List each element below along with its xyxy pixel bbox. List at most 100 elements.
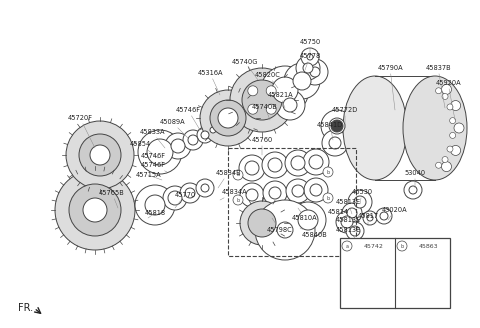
- Circle shape: [83, 198, 107, 222]
- Text: a: a: [346, 243, 348, 249]
- Text: 45746F: 45746F: [141, 162, 167, 172]
- Text: 45720F: 45720F: [68, 115, 95, 148]
- Circle shape: [336, 211, 358, 233]
- Circle shape: [248, 86, 258, 96]
- Circle shape: [171, 139, 185, 153]
- Circle shape: [147, 139, 173, 165]
- Circle shape: [397, 241, 407, 251]
- Text: 45760: 45760: [252, 137, 273, 155]
- Circle shape: [196, 179, 214, 197]
- Text: b: b: [326, 195, 330, 200]
- Circle shape: [183, 130, 203, 150]
- Circle shape: [380, 212, 388, 220]
- Circle shape: [242, 80, 282, 120]
- Circle shape: [435, 162, 442, 168]
- Circle shape: [440, 98, 464, 122]
- Circle shape: [261, 66, 309, 114]
- Text: 45841D: 45841D: [317, 122, 343, 140]
- Circle shape: [342, 241, 352, 251]
- Circle shape: [55, 170, 135, 250]
- Circle shape: [218, 108, 238, 128]
- Ellipse shape: [403, 76, 467, 180]
- Circle shape: [301, 48, 319, 66]
- Circle shape: [309, 155, 323, 169]
- Circle shape: [350, 226, 360, 236]
- Text: 45840B: 45840B: [300, 228, 328, 238]
- Circle shape: [303, 63, 313, 73]
- Circle shape: [409, 186, 417, 194]
- Circle shape: [268, 158, 282, 172]
- Bar: [228, 148, 356, 256]
- Circle shape: [245, 161, 259, 175]
- Circle shape: [255, 200, 315, 260]
- Circle shape: [367, 215, 373, 221]
- Circle shape: [298, 210, 318, 230]
- Circle shape: [291, 156, 305, 170]
- Circle shape: [310, 184, 322, 196]
- Circle shape: [442, 93, 448, 99]
- Circle shape: [450, 118, 456, 124]
- Text: FR.: FR.: [18, 303, 33, 313]
- Text: 45746F: 45746F: [141, 153, 166, 164]
- Text: 45772D: 45772D: [332, 107, 358, 128]
- Circle shape: [266, 86, 276, 96]
- Circle shape: [201, 131, 209, 139]
- Circle shape: [296, 56, 320, 80]
- Circle shape: [168, 191, 182, 205]
- Text: 45089A: 45089A: [159, 119, 188, 138]
- Text: 45316A: 45316A: [197, 70, 223, 95]
- Circle shape: [180, 183, 200, 203]
- Text: 45810A: 45810A: [292, 208, 318, 221]
- Circle shape: [218, 108, 238, 128]
- Circle shape: [454, 123, 464, 133]
- Circle shape: [363, 211, 377, 225]
- Text: 45817: 45817: [358, 213, 379, 226]
- Text: 45813E: 45813E: [336, 227, 360, 238]
- Circle shape: [90, 145, 110, 165]
- Text: 45820C: 45820C: [255, 72, 281, 88]
- Circle shape: [240, 183, 264, 207]
- Text: 53040: 53040: [405, 170, 426, 188]
- Text: 43020A: 43020A: [382, 207, 408, 220]
- Circle shape: [447, 146, 453, 152]
- Circle shape: [200, 90, 256, 146]
- Circle shape: [322, 130, 348, 156]
- Circle shape: [188, 135, 198, 145]
- Circle shape: [302, 59, 328, 85]
- Text: 46530: 46530: [351, 189, 372, 204]
- Circle shape: [185, 188, 195, 198]
- Circle shape: [262, 152, 288, 178]
- Circle shape: [404, 181, 422, 199]
- Text: 45742: 45742: [364, 244, 384, 250]
- Text: b: b: [237, 197, 240, 202]
- Text: 45814: 45814: [327, 209, 348, 222]
- Circle shape: [323, 167, 333, 177]
- Circle shape: [435, 88, 442, 94]
- Text: 45837B: 45837B: [425, 65, 451, 108]
- Circle shape: [303, 149, 329, 175]
- Circle shape: [307, 54, 313, 60]
- Text: 45854: 45854: [130, 141, 158, 158]
- Circle shape: [145, 195, 165, 215]
- Circle shape: [135, 185, 175, 225]
- Text: 45715A: 45715A: [135, 172, 162, 180]
- Circle shape: [254, 215, 270, 231]
- Circle shape: [197, 127, 213, 143]
- Circle shape: [239, 155, 265, 181]
- Circle shape: [90, 145, 110, 165]
- Circle shape: [252, 90, 272, 110]
- Circle shape: [293, 72, 311, 90]
- Text: 45920A: 45920A: [435, 80, 461, 120]
- Circle shape: [79, 134, 121, 176]
- Circle shape: [248, 209, 276, 237]
- Circle shape: [323, 193, 333, 203]
- Circle shape: [342, 203, 362, 223]
- Text: 45770: 45770: [174, 192, 196, 208]
- Circle shape: [69, 184, 121, 236]
- Ellipse shape: [408, 261, 436, 301]
- Circle shape: [346, 222, 364, 240]
- Text: a: a: [237, 173, 240, 177]
- Circle shape: [272, 77, 298, 103]
- Text: 45740B: 45740B: [252, 104, 278, 120]
- Text: 45765B: 45765B: [99, 190, 125, 208]
